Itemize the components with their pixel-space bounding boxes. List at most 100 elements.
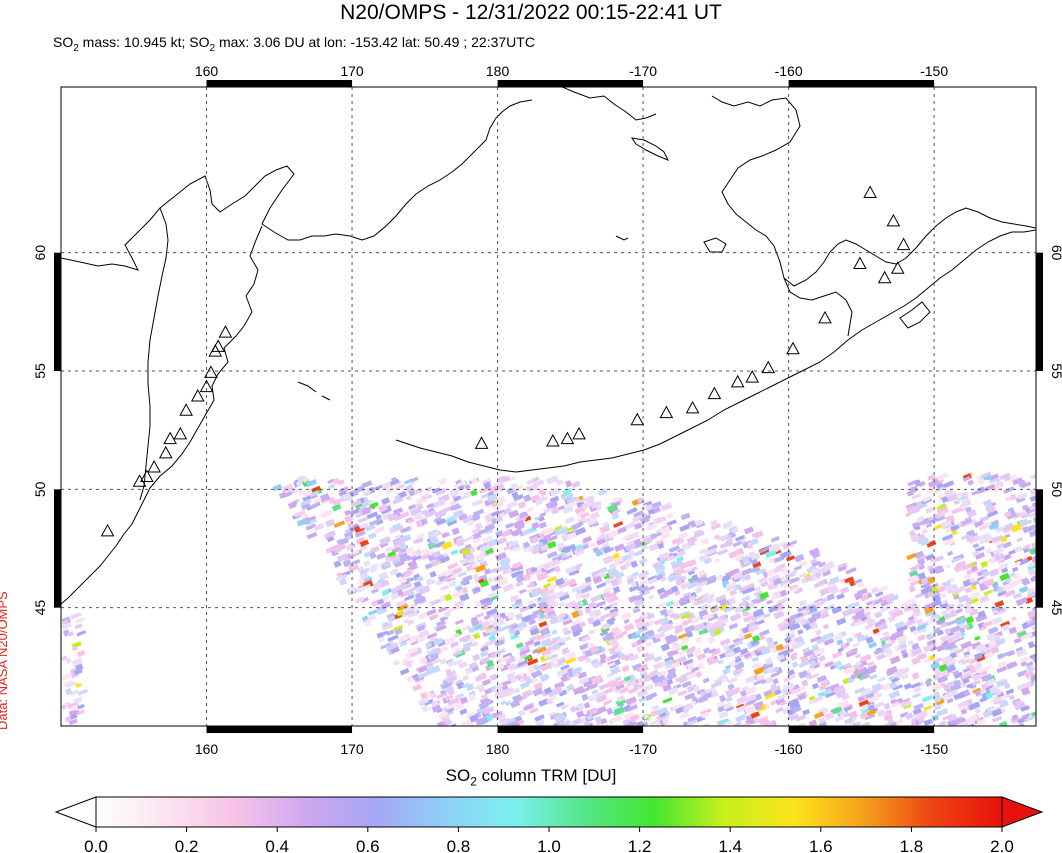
swath-pixel (949, 717, 958, 725)
swath-pixel (719, 614, 727, 621)
swath-pixel (571, 480, 581, 489)
swath-pixel (584, 576, 592, 583)
swath-pixel (1020, 512, 1031, 519)
swath-pixel (794, 615, 806, 624)
swath-pixel (348, 585, 357, 594)
swath-pixel (571, 585, 580, 594)
swath-pixel (960, 640, 973, 650)
swath-pixel (873, 648, 884, 655)
volcano-triangle-icon (886, 213, 901, 227)
swath-pixel (671, 643, 683, 652)
swath-pixel (278, 491, 287, 499)
swath-pixel (620, 611, 632, 621)
swath-pixel (645, 716, 652, 723)
swath-pixel (977, 622, 985, 629)
swath-pixel (516, 569, 524, 576)
swath-pixel (816, 674, 827, 682)
swath-pixel (670, 560, 678, 568)
swath-pixel (926, 484, 939, 495)
swath-pixel (693, 647, 702, 654)
lat-label-right-55: 55 (1049, 363, 1062, 379)
swath-pixel (653, 517, 662, 525)
swath-pixel (482, 535, 494, 544)
swath-pixel (891, 701, 900, 708)
swath-pixel (913, 519, 924, 528)
swath-pixel (1034, 642, 1036, 650)
swath-pixel (739, 647, 749, 655)
swath-pixel (791, 661, 799, 668)
swath-pixel (837, 689, 847, 697)
swath-pixel (378, 571, 389, 581)
swath-pixel (953, 671, 963, 679)
swath-pixel (666, 608, 674, 616)
swath-pixel (909, 570, 919, 578)
swath-pixel (996, 678, 1009, 688)
swath-pixel (972, 543, 980, 549)
swath-pixel (891, 630, 904, 640)
swath-pixel (942, 533, 954, 542)
swath-pixel (1017, 630, 1027, 638)
swath-pixel (679, 560, 692, 570)
swath-pixel (73, 668, 83, 676)
volcano-markers (100, 185, 911, 537)
swath-pixel (1018, 511, 1026, 518)
swath-pixel (683, 702, 694, 712)
swath-pixel (556, 668, 569, 677)
swath-pixel (375, 514, 382, 520)
swath-pixel (1029, 487, 1036, 496)
swath-pixel (685, 672, 697, 680)
swath-pixel (686, 581, 699, 590)
swath-pixel (981, 534, 993, 542)
lon-label-bottom-170: 170 (340, 741, 364, 757)
volcano-triangle-icon (659, 405, 674, 419)
swath-pixel (361, 506, 372, 516)
swath-pixel (916, 652, 928, 661)
swath-pixel (430, 598, 442, 606)
swath-pixel (633, 549, 644, 557)
swath-pixel (884, 638, 892, 645)
swath-pixel (475, 552, 486, 562)
swath-pixel (474, 587, 481, 593)
swath-pixel (944, 563, 952, 569)
swath-pixel (456, 681, 465, 690)
swath-pixel (1029, 547, 1036, 555)
swath-pixel (636, 677, 646, 685)
swath-pixel (973, 519, 985, 528)
swath-pixel (538, 488, 546, 495)
swath-pixel (987, 639, 997, 648)
swath-pixel (811, 567, 821, 575)
swath-pixel (769, 685, 781, 693)
swath-pixel (939, 621, 950, 629)
swath-pixel (983, 578, 995, 588)
swath-pixel (583, 722, 594, 726)
swath-pixel (506, 611, 516, 620)
swath-pixel (798, 599, 808, 607)
swath-pixel (920, 628, 927, 633)
swath-pixel (682, 568, 691, 575)
swath-pixel (512, 484, 524, 492)
swath-pixel (454, 702, 465, 711)
swath-pixel (308, 515, 317, 522)
swath-pixel (603, 587, 613, 594)
swath-pixel (665, 512, 674, 520)
swath-pixel (764, 722, 771, 726)
swath-pixel (554, 681, 565, 690)
swath-pixel (540, 637, 553, 647)
swath-pixel (791, 652, 798, 658)
swath-pixel (687, 520, 696, 527)
colorbar-tick-label-1.8: 1.8 (900, 837, 924, 853)
swath-pixel (589, 684, 596, 690)
swath-pixel (427, 529, 439, 537)
okhotsk-west-coast (139, 207, 169, 501)
swath-pixel (768, 574, 781, 584)
volcano-triangle-icon (218, 325, 233, 338)
swath-pixel (989, 685, 999, 694)
swath-pixel (677, 632, 688, 640)
swath-pixel (925, 522, 933, 528)
swath-pixel (472, 508, 485, 517)
swath-pixel (402, 606, 413, 614)
swath-pixel (280, 484, 292, 492)
swath-pixel (623, 623, 635, 632)
swath-pixel (1015, 722, 1025, 726)
swath-pixel (834, 715, 844, 723)
